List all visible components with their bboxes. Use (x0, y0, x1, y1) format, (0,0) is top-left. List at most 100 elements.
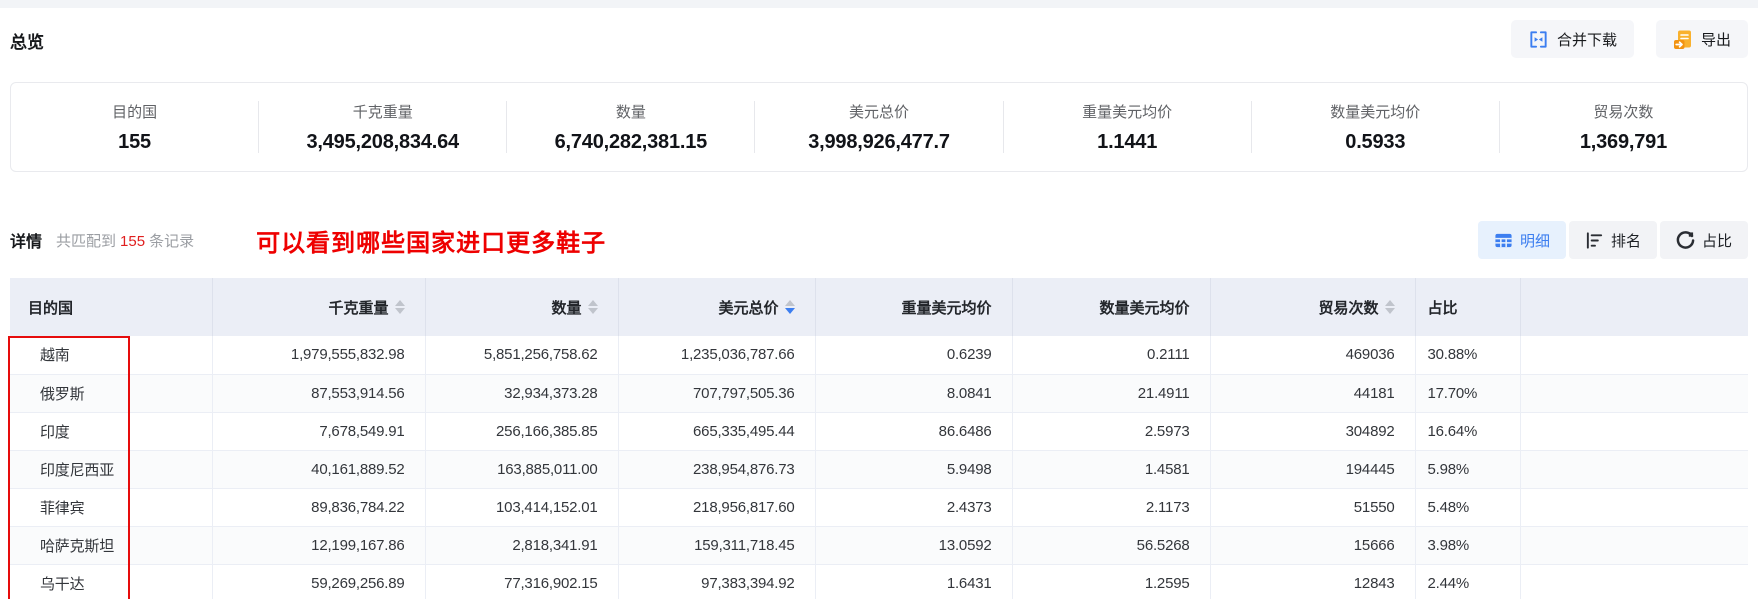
view-tab-占比[interactable]: 占比 (1659, 221, 1748, 259)
cell-value: 17.70% (1415, 374, 1521, 413)
stat-divider (506, 101, 508, 153)
overview-stat: 数量 6,740,282,381.15 (507, 101, 754, 154)
stat-label: 目的国 (112, 103, 158, 121)
stat-value: 155 (118, 130, 151, 153)
sort-desc-icon[interactable] (1384, 308, 1395, 314)
table-row: 菲律宾 89,836,784.22 103,414,152.01 218,956,81… (10, 488, 1748, 527)
sort-asc-icon[interactable] (784, 300, 795, 306)
top-actions: 合并下载 (1510, 20, 1748, 58)
stat-divider (1250, 101, 1252, 153)
cell-value: 59,269,256.89 (212, 564, 426, 599)
cell-value: 1.2595 (1012, 564, 1211, 599)
cell-value: 1,235,036,787.66 (618, 336, 816, 375)
merge-download-button[interactable]: 合并下载 (1510, 20, 1634, 58)
cell-value: 5.48% (1415, 488, 1521, 527)
column-header-占比: 占比 (1415, 278, 1521, 336)
view-tab-明细[interactable]: 明细 (1477, 221, 1566, 259)
column-label: 目的国 (28, 299, 74, 317)
match-count-text: 共匹配到 155 条记录 (56, 232, 195, 250)
cell-country: 印度尼西亚 (10, 450, 213, 489)
column-label: 美元总价 (718, 299, 779, 317)
sort-carets-icon[interactable] (394, 300, 405, 314)
cell-value: 5,851,256,758.62 (425, 336, 619, 375)
overview-stat: 贸易次数 1,369,791 (1500, 101, 1747, 154)
sort-carets-icon[interactable] (587, 300, 598, 314)
column-header-数量美元均价: 数量美元均价 (1012, 278, 1211, 336)
cell-value: 32,934,373.28 (425, 374, 619, 413)
ranking-icon (1585, 231, 1604, 250)
export-button[interactable]: 导出 (1655, 20, 1748, 58)
cell-filler (1520, 450, 1748, 489)
sort-asc-icon[interactable] (1384, 300, 1395, 306)
cell-value: 56.5268 (1012, 526, 1211, 565)
cell-value: 8.0841 (815, 374, 1013, 413)
cell-value: 2.44% (1415, 564, 1521, 599)
stat-divider (258, 101, 260, 153)
table-row: 哈萨克斯坦 12,199,167.86 2,818,341.91 159,311,71… (10, 526, 1748, 565)
cell-value: 0.6239 (815, 336, 1013, 375)
sort-desc-icon[interactable] (587, 308, 598, 314)
table-row: 印度尼西亚 40,161,889.52 163,885,011.00 238,954,… (10, 450, 1748, 489)
cell-value: 97,383,394.92 (618, 564, 816, 599)
cell-filler (1520, 374, 1748, 413)
stat-divider (1002, 101, 1004, 153)
column-header-数量[interactable]: 数量 (425, 278, 619, 336)
cell-value: 13.0592 (815, 526, 1013, 565)
column-header-千克重量[interactable]: 千克重量 (212, 278, 426, 336)
cell-value: 304892 (1210, 412, 1416, 451)
overview-stat: 数量美元均价 0.5933 (1252, 101, 1499, 154)
column-header-目的国: 目的国 (10, 278, 213, 336)
view-tab-label: 排名 (1610, 232, 1641, 250)
cell-value: 238,954,876.73 (618, 450, 816, 489)
cell-filler (1520, 336, 1748, 375)
stat-label: 数量 (615, 103, 646, 121)
merge-download-label: 合并下载 (1556, 31, 1617, 49)
cell-value: 5.9498 (815, 450, 1013, 489)
sort-asc-icon[interactable] (394, 300, 405, 306)
table-row: 印度 7,678,549.91 256,166,385.85 665,335,495.… (10, 412, 1748, 451)
cell-filler (1520, 564, 1748, 599)
sort-desc-icon[interactable] (394, 308, 405, 314)
cell-value: 194445 (1210, 450, 1416, 489)
cell-value: 3.98% (1415, 526, 1521, 565)
column-header-贸易次数[interactable]: 贸易次数 (1210, 278, 1416, 336)
sort-carets-icon[interactable] (784, 300, 795, 314)
column-header-美元总价[interactable]: 美元总价 (618, 278, 816, 336)
overview-stat: 千克重量 3,495,208,834.64 (259, 101, 506, 154)
sort-carets-icon[interactable] (1384, 300, 1395, 314)
cell-value: 12843 (1210, 564, 1416, 599)
cell-value: 86.6486 (815, 412, 1013, 451)
trade-data-page: 总览 合并下载 (0, 20, 1758, 599)
sort-desc-icon[interactable] (784, 308, 795, 314)
cell-value: 87,553,914.56 (212, 374, 426, 413)
cell-value: 40,161,889.52 (212, 450, 426, 489)
column-header-重量美元均价: 重量美元均价 (815, 278, 1013, 336)
stat-value: 0.5933 (1345, 130, 1406, 153)
cell-country: 乌干达 (10, 564, 213, 599)
cell-country: 越南 (10, 336, 213, 375)
cell-value: 1.6431 (815, 564, 1013, 599)
cell-value: 16.64% (1415, 412, 1521, 451)
details-table: 目的国 千克重量 数量 美元总价 重量美元均价 数量美元均价 贸易次数 占比 越南 1,979,… (10, 278, 1748, 599)
cell-value: 103,414,152.01 (425, 488, 619, 527)
stat-label: 重量美元均价 (1082, 103, 1173, 121)
cell-value: 12,199,167.86 (212, 526, 426, 565)
cell-value: 159,311,718.45 (618, 526, 816, 565)
table-header-row: 目的国 千克重量 数量 美元总价 重量美元均价 数量美元均价 贸易次数 占比 (10, 278, 1748, 336)
view-tab-label: 占比 (1701, 232, 1732, 250)
stat-label: 美元总价 (848, 103, 909, 121)
overview-title: 总览 (10, 33, 44, 52)
cell-value: 469036 (1210, 336, 1416, 375)
cell-value: 5.98% (1415, 450, 1521, 489)
sort-asc-icon[interactable] (587, 300, 598, 306)
stat-value: 1.1441 (1097, 130, 1158, 153)
overview-stat: 美元总价 3,998,926,477.7 (755, 101, 1002, 154)
cell-value: 0.2111 (1012, 336, 1211, 375)
view-tab-排名[interactable]: 排名 (1568, 221, 1657, 259)
stat-value: 1,369,791 (1579, 130, 1667, 153)
merge-download-icon (1528, 29, 1549, 50)
column-label: 贸易次数 (1318, 299, 1379, 317)
cell-value: 163,885,011.00 (425, 450, 619, 489)
cell-value: 89,836,784.22 (212, 488, 426, 527)
column-label: 重量美元均价 (901, 299, 992, 317)
